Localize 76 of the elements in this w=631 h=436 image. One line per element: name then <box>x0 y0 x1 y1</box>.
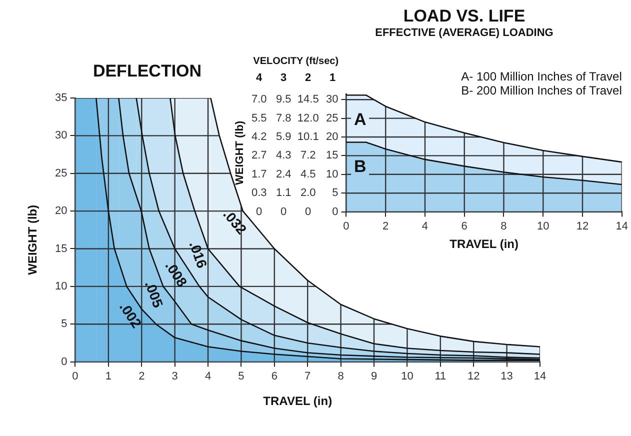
x-tick-label: 10 <box>537 220 550 232</box>
annotation: 1.7 <box>251 168 267 180</box>
y-tick-label: 10 <box>326 168 338 180</box>
x-tick-label: 1 <box>105 370 112 382</box>
annotation: 4.5 <box>300 168 316 180</box>
annotation: 7.0 <box>251 94 267 106</box>
annotation: 5.5 <box>251 112 267 124</box>
x-tick-label: 6 <box>461 220 468 232</box>
annotation: 7.8 <box>276 112 292 124</box>
y-tick-label: 25 <box>54 167 68 180</box>
x-axis-title: TRAVEL (in) <box>263 394 332 408</box>
text: 3 <box>280 72 287 84</box>
y-tick-label: 30 <box>326 94 338 106</box>
annotation: B- 200 Million Inches of Travel <box>461 83 622 98</box>
y-tick-label: 20 <box>54 205 68 218</box>
text: VELOCITY (ft/sec) <box>253 56 339 67</box>
x-tick-label: 12 <box>576 220 589 232</box>
series-label: A <box>354 110 366 129</box>
text: A- 100 Million Inches of Travel <box>461 69 622 84</box>
x-tick-label: 6 <box>271 370 278 382</box>
y-tick-label: 15 <box>326 150 338 162</box>
annotation: 0 <box>305 206 312 218</box>
x-tick-label: 4 <box>204 370 212 382</box>
text: 1 <box>330 72 336 84</box>
y-tick-label: 35 <box>54 92 68 104</box>
x-tick-label: 13 <box>500 370 513 382</box>
x-tick-label: 10 <box>401 370 414 382</box>
annotation: 9.5 <box>276 94 292 106</box>
y-axis-title: WEIGHT (lb) <box>234 120 246 185</box>
chart-subtitle: EFFECTIVE (AVERAGE) LOADING <box>375 27 554 40</box>
y-axis-title: WEIGHT (lb) <box>26 204 40 275</box>
y-tick-label: 10 <box>54 280 68 292</box>
x-tick-label: 14 <box>616 220 628 232</box>
y-tick-label: 15 <box>54 242 68 255</box>
annotation: 4.2 <box>251 131 267 144</box>
x-tick-label: 2 <box>382 220 389 232</box>
y-tick-label: 0 <box>332 206 338 218</box>
x-tick-label: 12 <box>467 370 480 382</box>
x-tick-label: 11 <box>434 370 446 382</box>
annotation: 0 <box>280 206 287 218</box>
annotation: 0.3 <box>251 187 267 200</box>
annotation: 12.0 <box>297 112 319 124</box>
annotation: 2.0 <box>300 187 316 200</box>
x-tick-label: 2 <box>138 370 145 382</box>
y-tick-label: 0 <box>61 356 68 368</box>
x-axis-title: TRAVEL (in) <box>450 237 519 252</box>
text: 4 <box>256 72 264 84</box>
y-tick-label: 5 <box>61 318 68 330</box>
x-tick-label: 8 <box>338 370 344 382</box>
annotation: 2.7 <box>251 150 267 162</box>
x-tick-label: 8 <box>500 220 507 232</box>
series-label: B <box>354 156 366 176</box>
annotation: 5.9 <box>276 131 292 144</box>
y-tick-label: 20 <box>326 131 338 144</box>
annotation: 10.1 <box>297 131 319 144</box>
x-tick-label: 3 <box>172 370 178 382</box>
annotation: 1.1 <box>276 187 292 200</box>
x-tick-label: 9 <box>370 370 378 382</box>
chart-title: DEFLECTION <box>92 62 202 81</box>
x-tick-label: 0 <box>343 220 350 232</box>
annotation: 7.2 <box>300 150 316 162</box>
x-tick-label: 4 <box>422 220 428 232</box>
y-tick-label: 25 <box>326 112 338 124</box>
y-tick-label: 5 <box>332 187 338 200</box>
annotation: 4.3 <box>276 150 292 162</box>
x-tick-label: 14 <box>534 370 546 382</box>
text: 2 <box>305 72 312 84</box>
y-tick-label: 30 <box>54 130 68 142</box>
annotation: 0 <box>256 206 262 218</box>
annotation: 14.5 <box>297 94 319 106</box>
x-tick-label: 7 <box>304 370 311 382</box>
x-tick-label: 0 <box>72 370 78 382</box>
x-tick-label: 5 <box>238 370 244 382</box>
series-label: .032 <box>220 206 250 238</box>
chart-title: LOAD VS. LIFE <box>403 6 526 26</box>
annotation: 2.4 <box>276 168 292 180</box>
